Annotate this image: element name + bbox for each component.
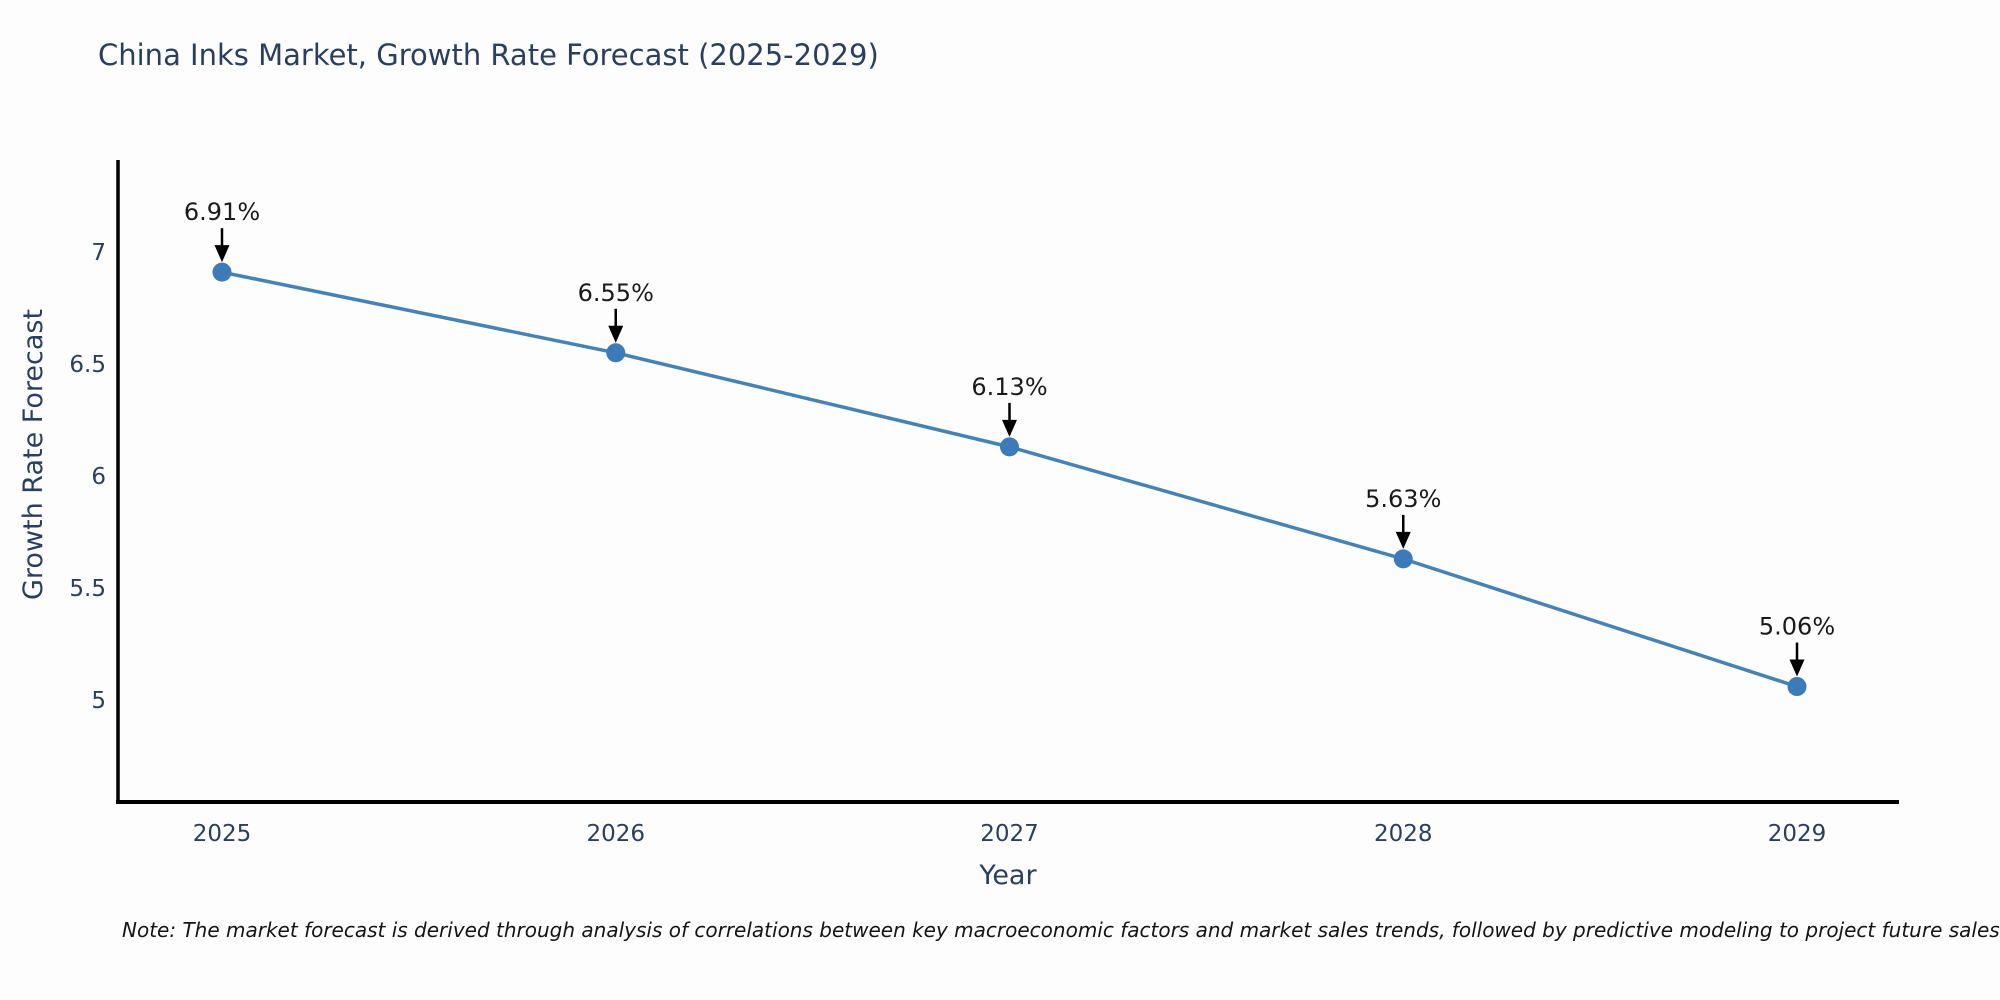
- y-tick-label: 7: [91, 240, 106, 266]
- x-tick-label: 2028: [1374, 821, 1433, 847]
- data-point[interactable]: [1393, 549, 1413, 569]
- y-tick-label: 6.5: [69, 352, 106, 378]
- annotation-label: 6.13%: [971, 373, 1047, 401]
- x-tick-label: 2025: [193, 821, 252, 847]
- x-tick-label: 2029: [1768, 821, 1827, 847]
- data-point[interactable]: [1787, 677, 1807, 697]
- annotation-arrowhead-icon: [214, 245, 230, 263]
- y-axis-title: Growth Rate Forecast: [18, 308, 49, 600]
- x-tick-label: 2027: [980, 821, 1039, 847]
- y-tick-label: 5: [91, 688, 106, 714]
- x-tick-label: 2026: [586, 821, 645, 847]
- data-point[interactable]: [606, 343, 626, 363]
- series-line: [220, 270, 1799, 689]
- annotation-arrowhead-icon: [1002, 419, 1017, 437]
- annotation-label: 6.55%: [578, 279, 654, 307]
- x-axis-title: Year: [979, 860, 1037, 891]
- footnote: Note: The market forecast is derived thr…: [122, 918, 2000, 942]
- annotation-arrowhead-icon: [1395, 531, 1411, 549]
- y-tick-label: 6: [91, 464, 106, 490]
- annotation-label: 6.91%: [184, 198, 260, 226]
- data-point[interactable]: [212, 262, 232, 282]
- y-tick-label: 5.5: [69, 576, 106, 602]
- annotation-label: 5.06%: [1759, 613, 1835, 641]
- annotation-arrowhead-icon: [1789, 659, 1805, 677]
- annotation-label: 5.63%: [1365, 485, 1441, 513]
- annotation-arrowhead-icon: [608, 325, 624, 343]
- data-point[interactable]: [1000, 437, 1019, 457]
- chart-title: China Inks Market, Growth Rate Forecast …: [98, 38, 879, 72]
